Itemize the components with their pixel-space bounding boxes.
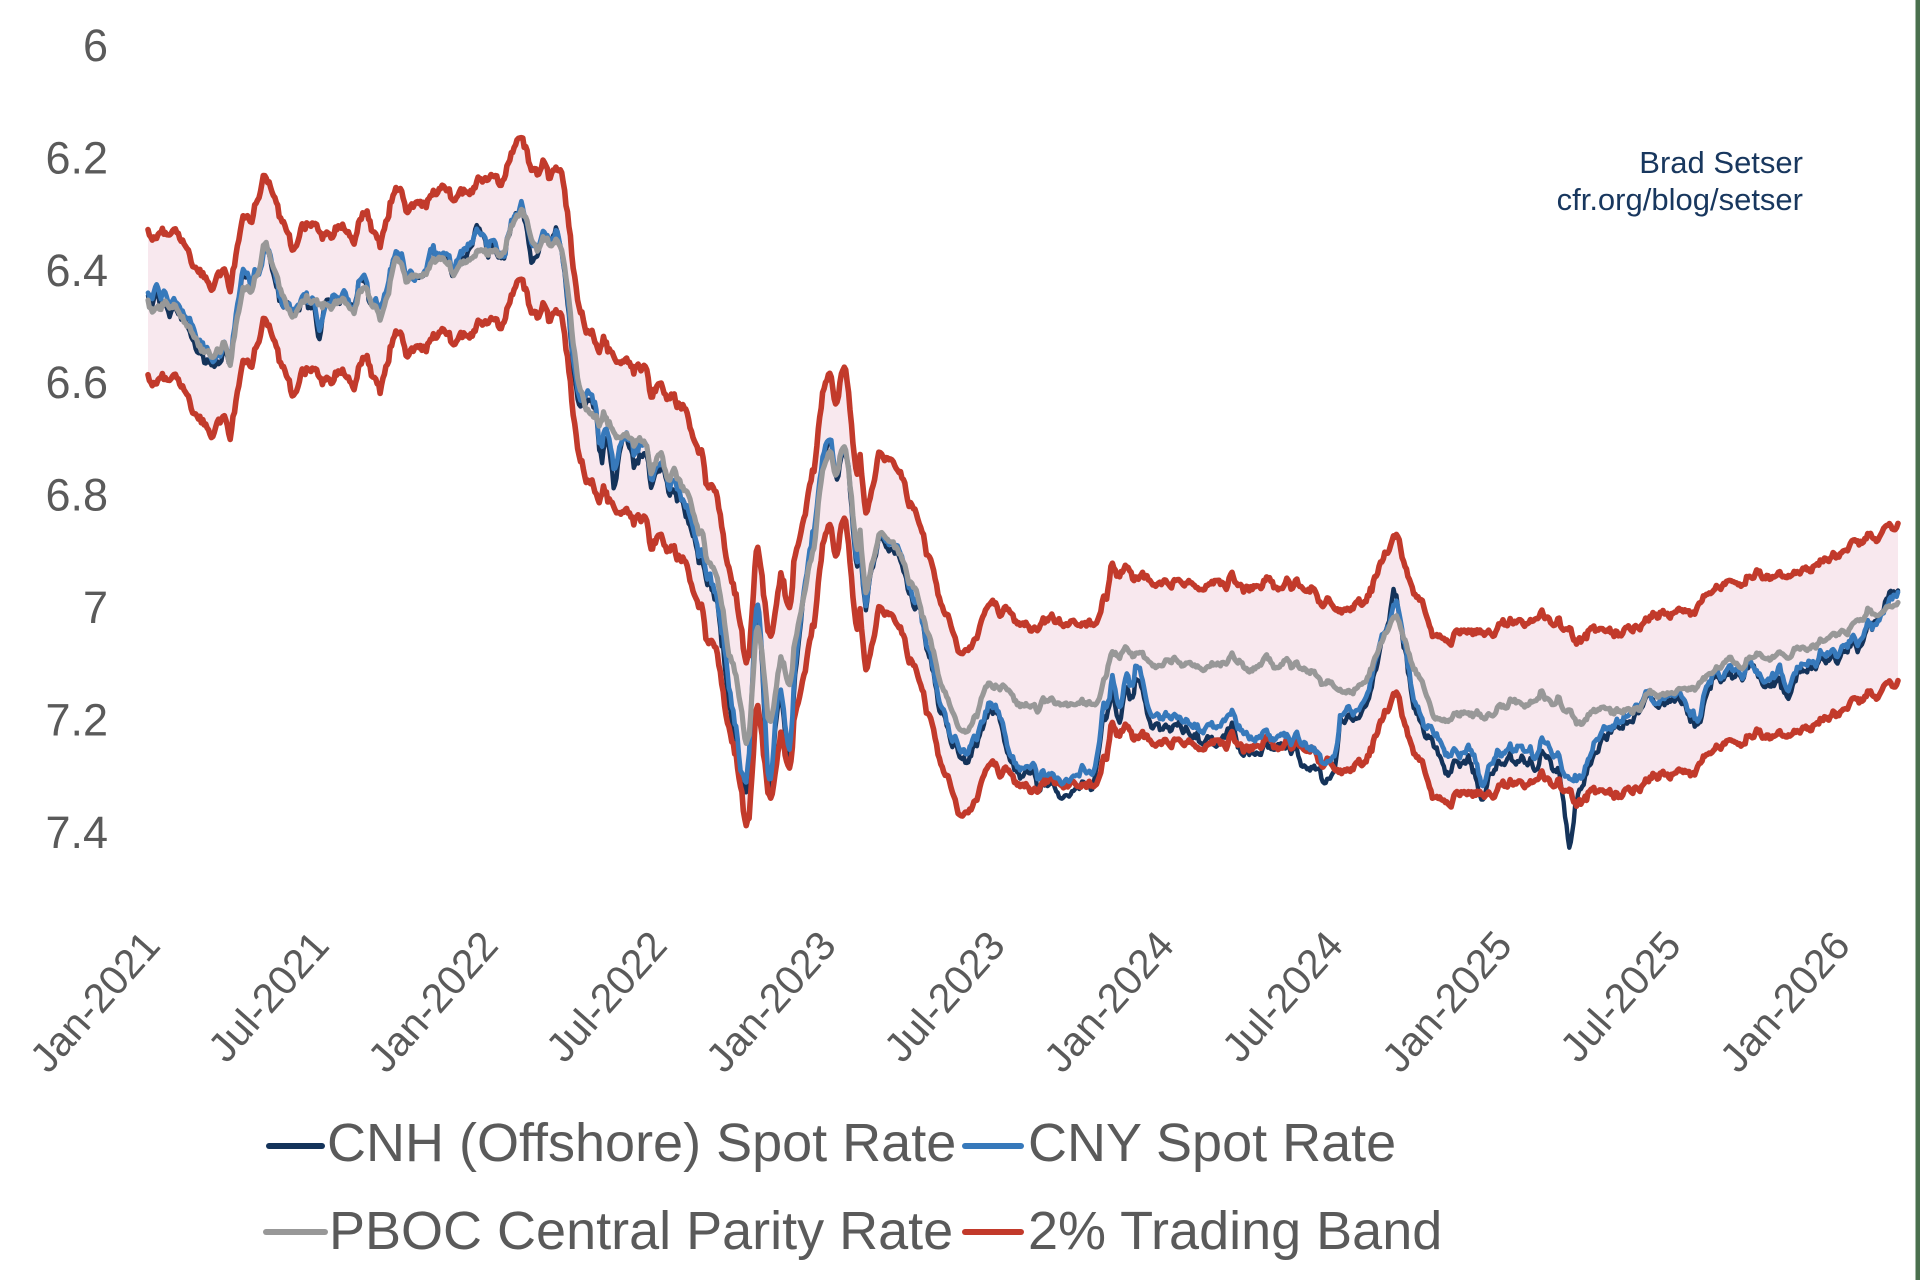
svg-text:Jul-2021: Jul-2021 (199, 922, 338, 1070)
svg-text:Jul-2023: Jul-2023 (875, 922, 1014, 1070)
svg-text:6.4: 6.4 (45, 245, 108, 296)
svg-text:6.2: 6.2 (45, 132, 108, 183)
svg-text:7.2: 7.2 (45, 694, 108, 745)
svg-text:Jul-2025: Jul-2025 (1551, 922, 1690, 1070)
svg-text:Jan-2022: Jan-2022 (359, 922, 507, 1080)
svg-text:7.4: 7.4 (45, 807, 108, 858)
svg-text:CNH (Offshore) Spot Rate: CNH (Offshore) Spot Rate (327, 1113, 956, 1173)
svg-text:Jan-2024: Jan-2024 (1035, 922, 1183, 1080)
svg-text:Jan-2023: Jan-2023 (697, 922, 845, 1080)
svg-text:2% Trading Band: 2% Trading Band (1028, 1201, 1442, 1261)
svg-text:Jan-2026: Jan-2026 (1711, 922, 1859, 1080)
svg-text:7: 7 (83, 582, 108, 633)
svg-text:6.8: 6.8 (45, 470, 108, 521)
svg-text:Jan-2025: Jan-2025 (1373, 922, 1521, 1080)
svg-text:PBOC Central Parity Rate: PBOC Central Parity Rate (329, 1201, 953, 1261)
svg-text:cfr.org/blog/setser: cfr.org/blog/setser (1557, 182, 1803, 217)
svg-text:Jan-2021: Jan-2021 (21, 922, 169, 1080)
svg-text:Jul-2024: Jul-2024 (1213, 922, 1352, 1070)
svg-text:6.6: 6.6 (45, 357, 108, 408)
svg-text:6: 6 (83, 20, 108, 71)
svg-text:CNY Spot Rate: CNY Spot Rate (1028, 1113, 1396, 1173)
svg-text:Brad Setser: Brad Setser (1639, 145, 1803, 180)
svg-text:Jul-2022: Jul-2022 (537, 922, 676, 1070)
